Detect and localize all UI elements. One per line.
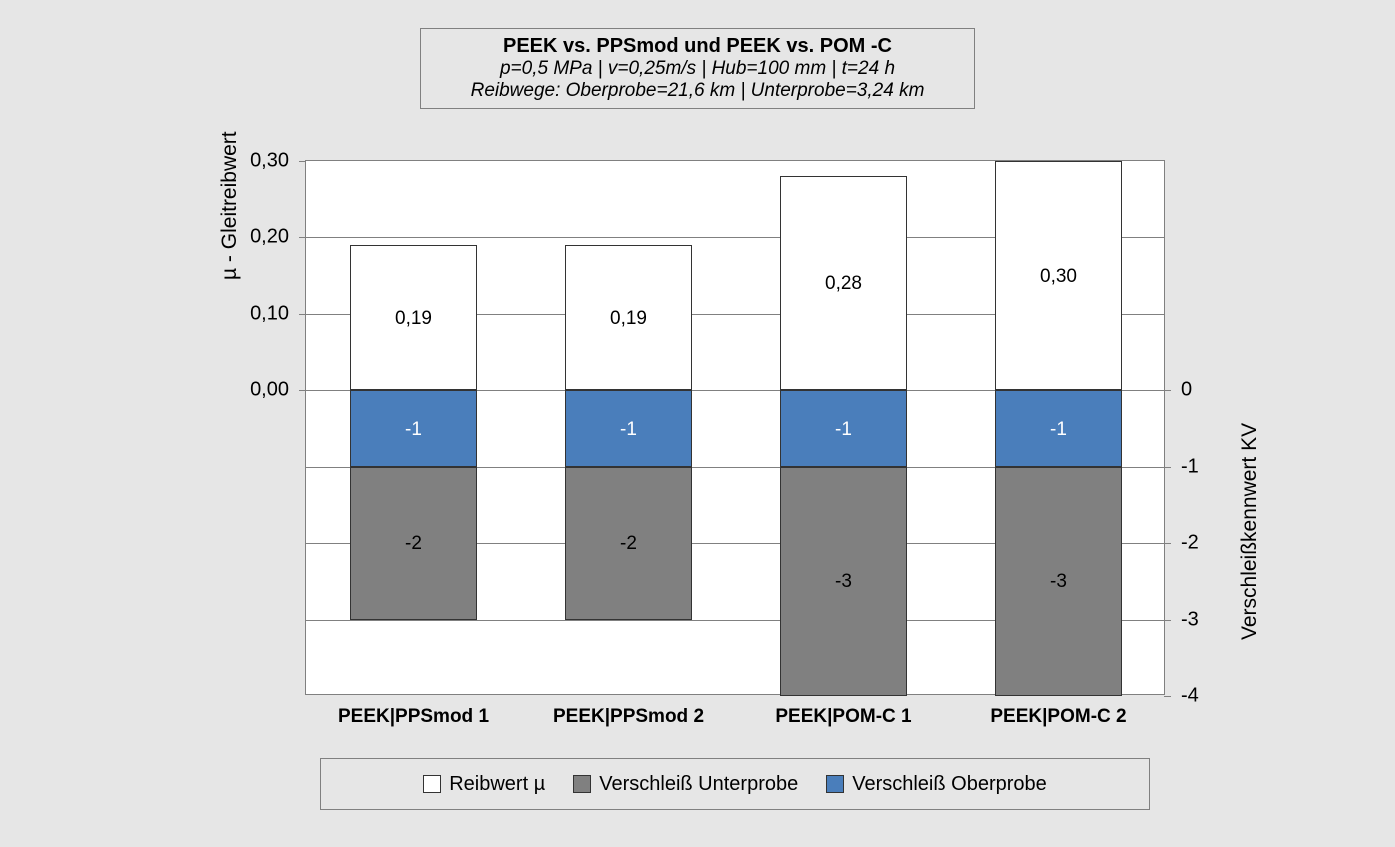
y-left-tick-label: 0,00 (229, 379, 289, 402)
legend-swatch-unterprobe (573, 775, 591, 793)
chart-container: PEEK vs. PPSmod und PEEK vs. POM -C p=0,… (0, 0, 1395, 847)
x-axis-label: PEEK|POM-C 1 (750, 706, 937, 728)
y-left-tick-label: 0,10 (229, 302, 289, 325)
y-right-tick-label: -2 (1181, 532, 1221, 555)
bar-label-unterprobe: -2 (351, 533, 476, 555)
tick-left (299, 237, 306, 238)
bar-unterprobe: -2 (565, 467, 692, 620)
y-left-tick-label: 0,20 (229, 226, 289, 249)
chart-subtitle-1: p=0,5 MPa | v=0,25m/s | Hub=100 mm | t=2… (431, 58, 964, 80)
bar-unterprobe: -2 (350, 467, 477, 620)
y-left-tick-label: 0,30 (229, 150, 289, 173)
bar-reibwert: 0,30 (995, 161, 1122, 390)
y-axis-right-title: Verschleißkennwert KV (1238, 423, 1262, 640)
bar-oberprobe: -1 (995, 390, 1122, 466)
bar-oberprobe: -1 (350, 390, 477, 466)
bar-label-reibwert: 0,19 (566, 308, 691, 330)
bar-unterprobe: -3 (780, 467, 907, 696)
y-right-tick-label: -3 (1181, 608, 1221, 631)
bar-label-unterprobe: -3 (996, 571, 1121, 593)
bar-label-oberprobe: -1 (351, 419, 476, 441)
bar-reibwert: 0,19 (350, 245, 477, 390)
legend-item-oberprobe: Verschleiß Oberprobe (826, 773, 1047, 796)
legend-label-oberprobe: Verschleiß Oberprobe (852, 773, 1047, 796)
tick-left (299, 314, 306, 315)
bar-reibwert: 0,28 (780, 176, 907, 390)
legend-label-unterprobe: Verschleiß Unterprobe (599, 773, 798, 796)
tick-right (1164, 620, 1171, 621)
tick-right (1164, 467, 1171, 468)
y-right-tick-label: 0 (1181, 379, 1221, 402)
tick-left (299, 161, 306, 162)
x-axis-label: PEEK|PPSmod 1 (320, 706, 507, 728)
bar-unterprobe: -3 (995, 467, 1122, 696)
bar-label-oberprobe: -1 (996, 419, 1121, 441)
tick-right (1164, 543, 1171, 544)
legend-swatch-oberprobe (826, 775, 844, 793)
tick-right (1164, 390, 1171, 391)
y-right-tick-label: -1 (1181, 455, 1221, 478)
y-right-tick-label: -4 (1181, 685, 1221, 708)
bar-label-reibwert: 0,28 (781, 273, 906, 295)
bar-label-oberprobe: -1 (781, 419, 906, 441)
x-axis-label: PEEK|POM-C 2 (965, 706, 1152, 728)
legend-item-reibwert: Reibwert µ (423, 773, 545, 796)
tick-left (299, 390, 306, 391)
bar-label-reibwert: 0,19 (351, 308, 476, 330)
chart-subtitle-2: Reibwege: Oberprobe=21,6 km | Unterprobe… (431, 80, 964, 102)
bar-label-unterprobe: -2 (566, 533, 691, 555)
legend-label-reibwert: Reibwert µ (449, 773, 545, 796)
bar-oberprobe: -1 (565, 390, 692, 466)
bar-label-reibwert: 0,30 (996, 266, 1121, 288)
legend-swatch-reibwert (423, 775, 441, 793)
bar-label-oberprobe: -1 (566, 419, 691, 441)
tick-right (1164, 696, 1171, 697)
bar-label-unterprobe: -3 (781, 571, 906, 593)
x-axis-label: PEEK|PPSmod 2 (535, 706, 722, 728)
chart-title: PEEK vs. PPSmod und PEEK vs. POM -C (431, 35, 964, 58)
legend-item-unterprobe: Verschleiß Unterprobe (573, 773, 798, 796)
legend: Reibwert µ Verschleiß Unterprobe Verschl… (320, 758, 1150, 810)
chart-title-box: PEEK vs. PPSmod und PEEK vs. POM -C p=0,… (420, 28, 975, 109)
bar-oberprobe: -1 (780, 390, 907, 466)
plot-area: 0,000,100,200,300-1-2-3-4-2-10,19PEEK|PP… (305, 160, 1165, 695)
bar-reibwert: 0,19 (565, 245, 692, 390)
